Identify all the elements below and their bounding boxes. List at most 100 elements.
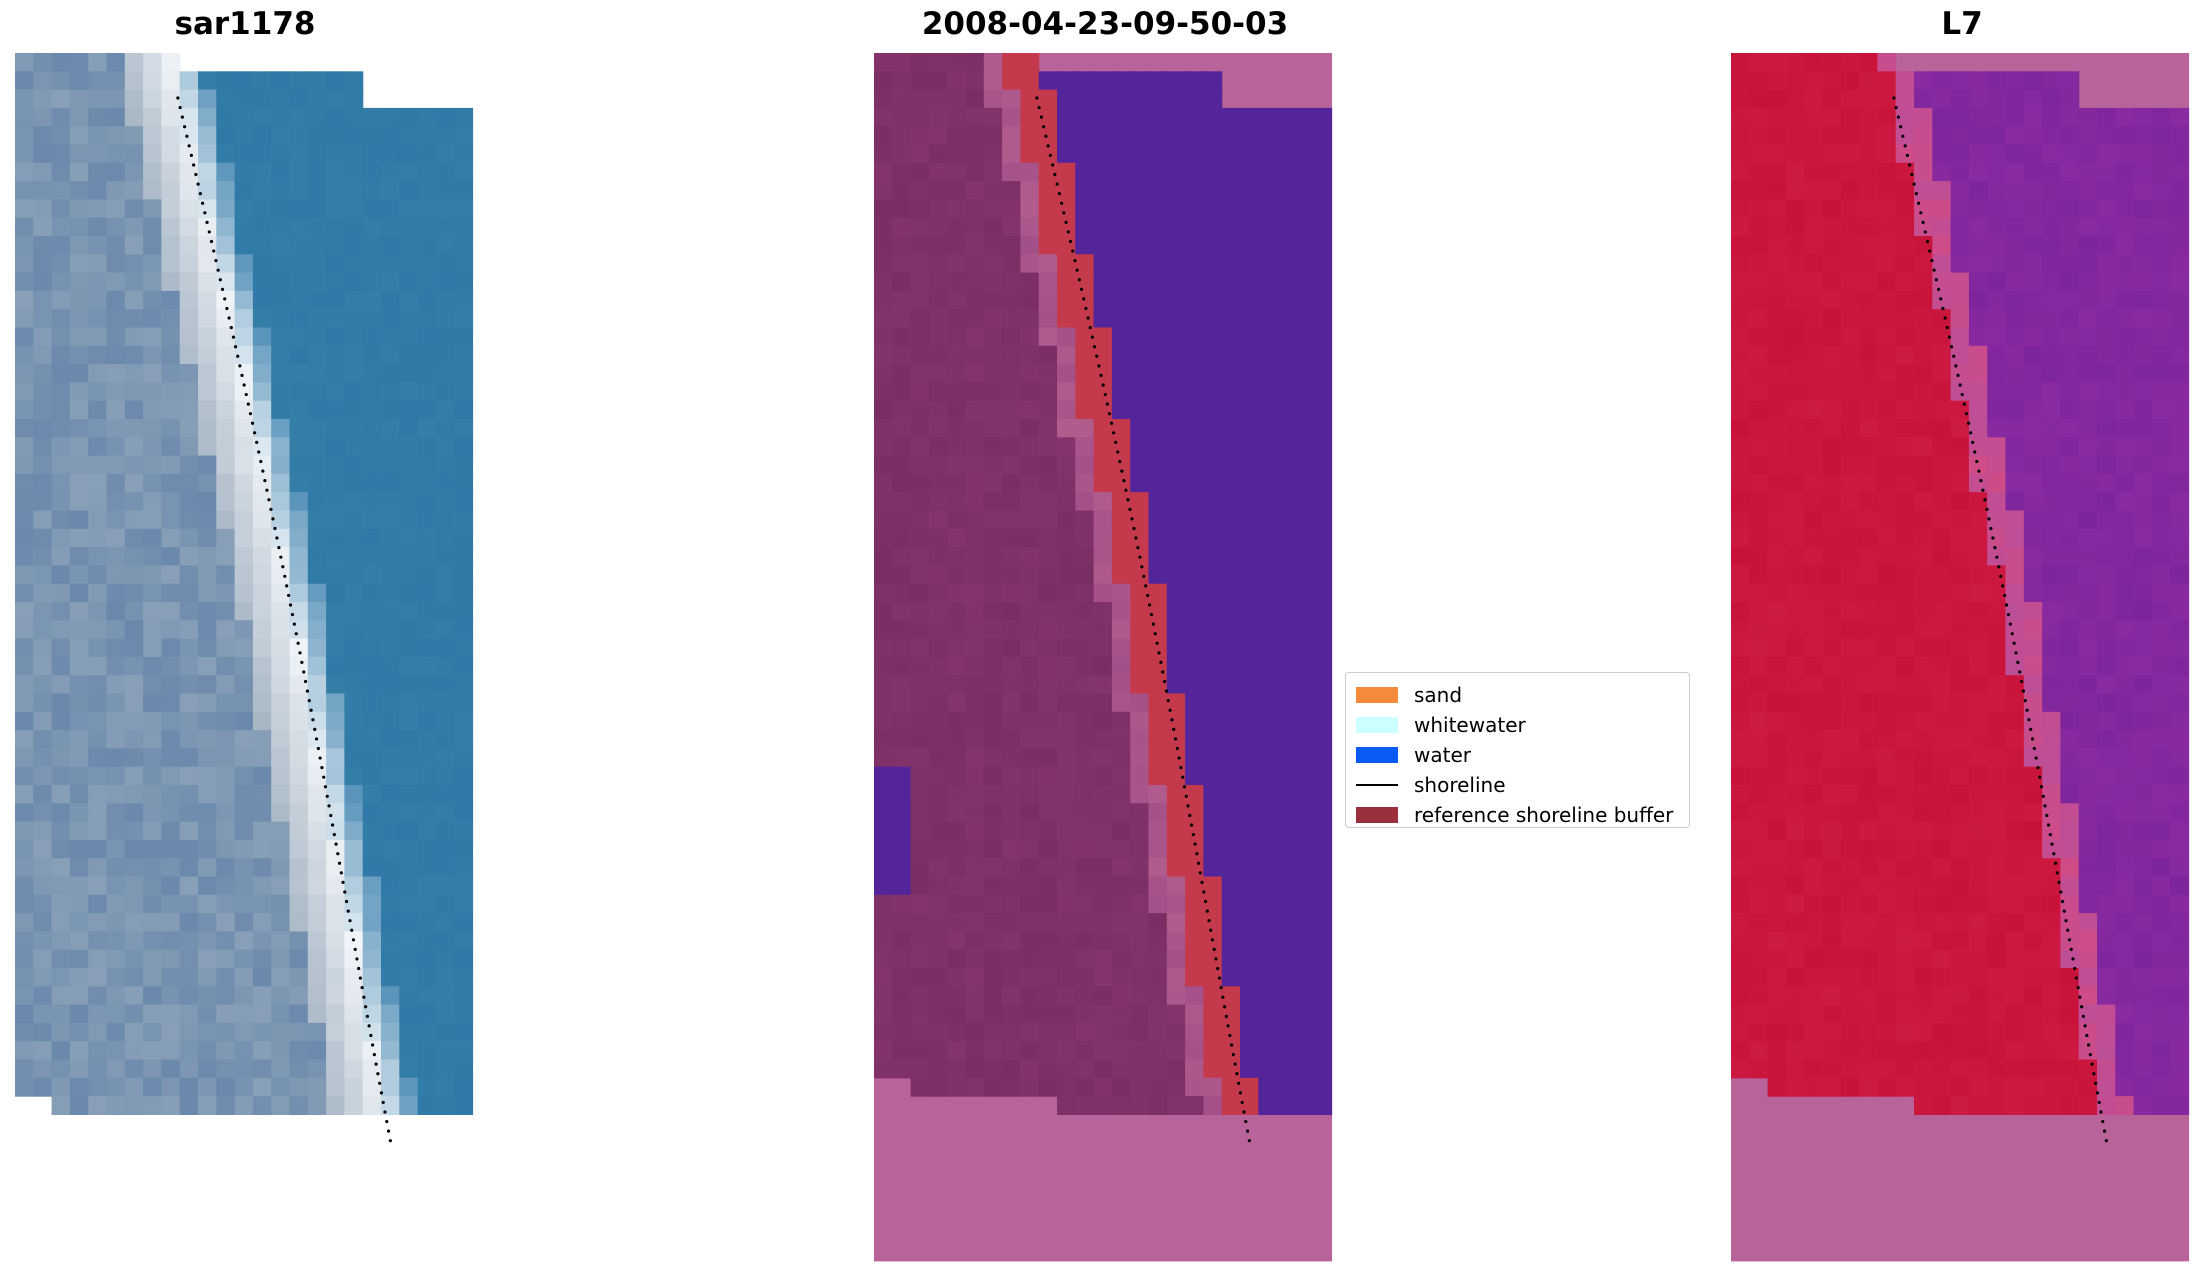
- rgb-pixel: [417, 290, 437, 310]
- legend-swatch-reference-buffer: [1356, 807, 1398, 823]
- class-pixel: [1075, 345, 1095, 365]
- rgb-pixel: [234, 382, 254, 402]
- class-pixel: [1148, 510, 1168, 530]
- index-pixel: [2097, 126, 2116, 146]
- rgb-pixel: [381, 949, 400, 969]
- rgb-pixel: [326, 181, 345, 200]
- index-pixel: [1914, 803, 1933, 823]
- rgb-pixel: [399, 162, 419, 182]
- shoreline-point: [1186, 804, 1190, 808]
- class-pixel: [1075, 968, 1095, 987]
- rgb-pixel: [454, 400, 474, 420]
- index-pixel: [2151, 364, 2171, 383]
- class-pixel: [1294, 1022, 1314, 1042]
- class-pixel: [1185, 986, 1204, 1006]
- shoreline-point: [1995, 555, 1999, 559]
- shoreline-point: [1977, 469, 1981, 473]
- index-pixel: [2060, 949, 2080, 969]
- class-pixel: [983, 638, 1003, 658]
- index-pixel: [2151, 382, 2171, 402]
- class-pixel: [1130, 272, 1150, 292]
- rgb-pixel: [143, 620, 162, 640]
- index-pixel: [2097, 400, 2116, 420]
- rgb-pixel: [399, 913, 419, 932]
- class-pixel: [965, 968, 985, 987]
- index-pixel: [2151, 144, 2171, 164]
- rgb-pixel: [454, 565, 474, 585]
- class-pixel: [1221, 510, 1241, 530]
- rgb-pixel: [435, 217, 455, 237]
- class-pixel: [1002, 181, 1021, 200]
- rgb-pixel: [234, 236, 254, 255]
- index-pixel: [1914, 473, 1933, 493]
- index-pixel: [1859, 711, 1878, 731]
- class-pixel: [983, 1004, 1003, 1024]
- index-pixel: [1731, 693, 1750, 713]
- index-pixel: [1767, 547, 1787, 566]
- rgb-pixel: [15, 583, 34, 603]
- class-pixel: [1166, 364, 1186, 383]
- class-pixel: [910, 1077, 930, 1097]
- index-pixel: [1987, 272, 2007, 292]
- shoreline-point: [1088, 325, 1092, 330]
- index-pixel: [1895, 565, 1915, 585]
- index-pixel: [2170, 528, 2190, 548]
- index-pixel: [1822, 1077, 1842, 1097]
- class-pixel: [1294, 986, 1314, 1006]
- rgb-pixel: [88, 400, 108, 420]
- index-pixel: [1785, 419, 1805, 438]
- index-pixel: [2170, 785, 2190, 804]
- shoreline-point: [1035, 96, 1039, 100]
- index-pixel: [1968, 583, 1988, 603]
- class-pixel: [910, 894, 930, 914]
- rgb-pixel: [417, 419, 437, 438]
- class-pixel: [1130, 821, 1150, 841]
- index-pixel: [2023, 419, 2043, 438]
- class-pixel: [983, 565, 1003, 585]
- class-pixel: [1276, 144, 1296, 164]
- rgb-pixel: [399, 345, 419, 365]
- index-pixel: [1822, 419, 1842, 438]
- index-pixel: [2042, 181, 2061, 200]
- rgb-pixel: [161, 986, 181, 1006]
- rgb-pixel: [161, 345, 181, 365]
- rgb-pixel: [216, 876, 236, 896]
- class-pixel: [1093, 638, 1113, 658]
- rgb-pixel: [399, 730, 419, 749]
- class-pixel: [1020, 986, 1040, 1006]
- index-pixel: [2170, 382, 2190, 402]
- rgb-pixel: [216, 144, 236, 164]
- index-pixel: [1804, 748, 1824, 768]
- rgb-pixel: [124, 748, 144, 768]
- class-pixel: [1111, 272, 1131, 292]
- index-pixel: [2042, 419, 2061, 438]
- rgb-pixel: [88, 437, 108, 457]
- rgb-pixel: [307, 602, 327, 621]
- index-pixel: [2097, 711, 2116, 731]
- rgb-pixel: [344, 217, 364, 237]
- index-pixel: [2097, 528, 2116, 548]
- index-pixel: [1987, 71, 2007, 91]
- class-pixel: [947, 53, 967, 72]
- shoreline-point: [198, 192, 202, 196]
- rgb-pixel: [88, 839, 108, 859]
- class-pixel: [965, 638, 985, 658]
- index-pixel: [1968, 547, 1988, 566]
- rgb-pixel: [51, 565, 71, 585]
- rgb-pixel: [15, 71, 34, 91]
- rgb-pixel: [454, 656, 474, 676]
- index-pixel: [2170, 638, 2190, 658]
- index-pixel: [1804, 620, 1824, 640]
- shoreline-point: [1219, 986, 1223, 990]
- class-pixel: [1276, 492, 1296, 512]
- rgb-pixel: [124, 199, 144, 219]
- shoreline-point: [1084, 306, 1088, 311]
- rgb-pixel: [106, 839, 126, 859]
- class-pixel: [1166, 528, 1186, 548]
- class-pixel: [1203, 1022, 1223, 1042]
- class-pixel: [1294, 1004, 1314, 1024]
- class-pixel: [1111, 400, 1131, 420]
- class-pixel: [1276, 455, 1296, 475]
- rgb-pixel: [51, 1096, 71, 1115]
- class-pixel: [983, 53, 1003, 72]
